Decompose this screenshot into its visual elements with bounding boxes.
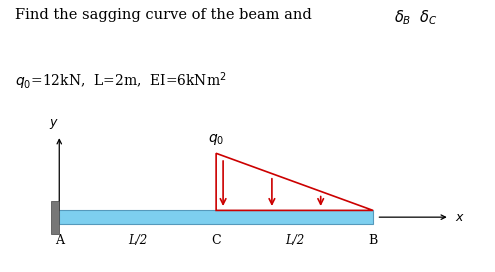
Text: $\delta_B$  $\delta_C$: $\delta_B$ $\delta_C$: [394, 8, 437, 27]
Text: A: A: [55, 234, 64, 248]
Text: $y$: $y$: [49, 117, 59, 131]
Text: $q_0$: $q_0$: [208, 132, 224, 147]
Text: L/2: L/2: [128, 234, 148, 248]
Bar: [50, 201, 59, 234]
Text: Find the sagging curve of the beam and: Find the sagging curve of the beam and: [15, 8, 316, 22]
Text: C: C: [211, 234, 221, 248]
Text: $x$: $x$: [455, 211, 465, 224]
Text: $q_0$=12kN,  L=2m,  EI=6kNm$^2$: $q_0$=12kN, L=2m, EI=6kNm$^2$: [15, 71, 227, 92]
Text: B: B: [368, 234, 378, 248]
Text: L/2: L/2: [285, 234, 304, 248]
Bar: [59, 211, 373, 224]
